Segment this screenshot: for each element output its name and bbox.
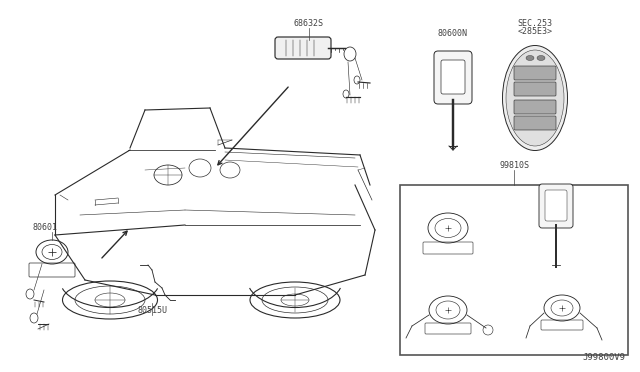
Bar [400,185,628,355]
Text: 99810S: 99810S [499,161,529,170]
FancyBboxPatch shape [514,116,556,130]
FancyBboxPatch shape [514,66,556,80]
FancyBboxPatch shape [434,51,472,104]
Text: <285E3>: <285E3> [518,27,552,36]
FancyBboxPatch shape [545,190,567,221]
FancyBboxPatch shape [275,37,331,59]
Ellipse shape [526,55,534,61]
Text: SEC.253: SEC.253 [518,19,552,28]
FancyBboxPatch shape [441,60,465,94]
Text: 80515U: 80515U [137,306,167,315]
FancyBboxPatch shape [539,184,573,228]
Text: J99800V9: J99800V9 [582,353,625,362]
Text: 80600N: 80600N [438,29,468,38]
Ellipse shape [502,45,568,151]
Text: 80601: 80601 [33,223,58,232]
FancyBboxPatch shape [514,100,556,114]
Ellipse shape [537,55,545,61]
FancyBboxPatch shape [514,82,556,96]
Text: 68632S: 68632S [294,19,324,28]
Ellipse shape [506,50,564,146]
